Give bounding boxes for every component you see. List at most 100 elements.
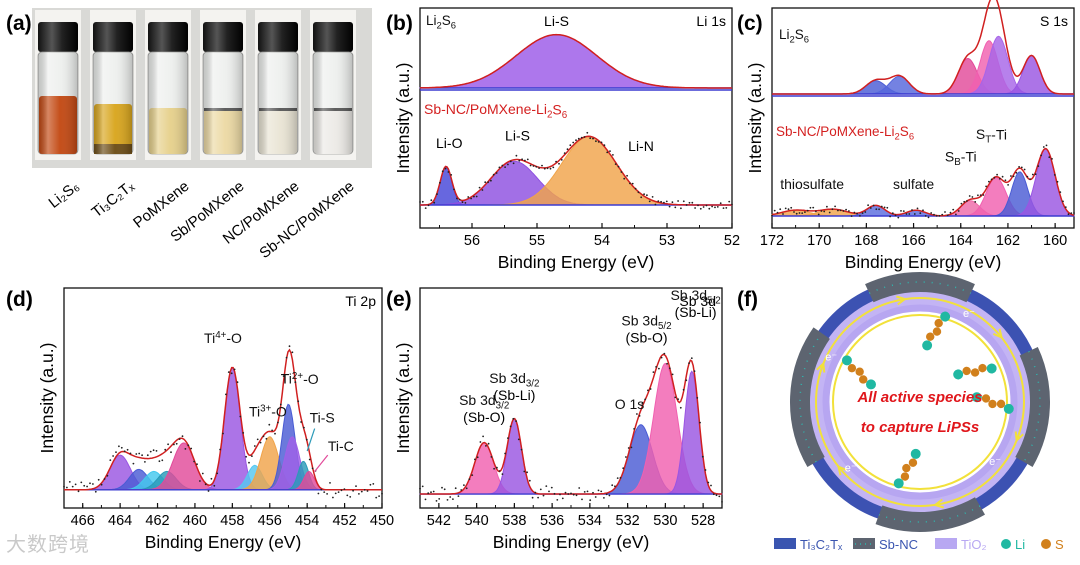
raw-data-point (589, 137, 592, 140)
li-atom (893, 478, 904, 489)
raw-data-point (999, 177, 1001, 180)
raw-data-point (688, 362, 690, 364)
lips-molecule (953, 363, 997, 380)
raw-data-point (716, 206, 719, 208)
raw-data-point (225, 393, 227, 396)
raw-data-point (274, 432, 276, 435)
s-atom (855, 367, 864, 376)
raw-data-point (657, 200, 660, 203)
plot-frame (419, 7, 733, 229)
x-tick-label: 160 (1043, 233, 1067, 249)
peak-label: Ti-S (310, 409, 335, 425)
plot-frame (63, 287, 383, 509)
raw-data-point (572, 493, 575, 496)
peak-label: SB-Ti (945, 148, 977, 168)
watermark: 大数跨境 (6, 532, 90, 556)
raw-data-point (265, 437, 268, 440)
fit-envelope (420, 33, 732, 89)
raw-data-point (539, 488, 542, 491)
raw-data-point (677, 398, 679, 401)
raw-data-point (227, 371, 230, 373)
s-atom (996, 399, 1006, 409)
raw-data-point (535, 165, 538, 168)
raw-data-point (880, 205, 883, 208)
x-tick-label: 530 (653, 513, 677, 529)
x-tick-label: 456 (258, 513, 282, 529)
li-atom (971, 392, 982, 403)
legend-label: S (1055, 537, 1064, 552)
li-atom (953, 369, 964, 380)
raw-data-point (219, 448, 222, 451)
raw-data-point (184, 448, 187, 450)
raw-data-point (509, 160, 512, 163)
raw-data-point (419, 201, 421, 203)
raw-data-point (654, 203, 657, 206)
s-atom (978, 363, 987, 373)
vial-photo (32, 8, 372, 168)
raw-data-point (809, 206, 812, 209)
raw-data-point (288, 345, 291, 348)
raw-data-point (435, 500, 438, 502)
peak-label: Sb 3d3/2 (489, 370, 539, 390)
raw-data-point (603, 497, 605, 499)
raw-data-point (718, 495, 721, 498)
x-tick-label: 534 (578, 513, 602, 529)
panel-a-letter: (a) (6, 12, 32, 35)
raw-data-point (1056, 180, 1059, 183)
raw-data-point (712, 493, 715, 496)
vial-shine (38, 52, 78, 154)
vial-cap (258, 22, 298, 52)
raw-data-point (916, 207, 919, 210)
raw-data-point (1020, 166, 1023, 169)
raw-data-point (68, 481, 71, 483)
vial-shine (148, 52, 188, 154)
raw-data-point (109, 459, 112, 461)
raw-data-point (677, 200, 679, 202)
raw-data-point (883, 206, 886, 209)
fitted-peak (419, 362, 723, 495)
raw-data-point (493, 467, 495, 470)
raw-data-point (660, 200, 662, 203)
raw-data-point (597, 489, 600, 492)
raw-data-point (526, 471, 528, 474)
raw-data-point (268, 423, 271, 426)
raw-data-point (251, 455, 253, 457)
raw-data-point (427, 492, 430, 495)
raw-data-point (708, 207, 711, 210)
raw-data-point (118, 445, 120, 448)
raw-data-point (441, 170, 444, 173)
raw-data-point (187, 444, 190, 447)
raw-data-point (908, 213, 911, 215)
raw-data-point (534, 491, 537, 494)
raw-data-point (204, 483, 207, 486)
raw-data-point (460, 489, 463, 491)
raw-data-point (605, 493, 608, 496)
sample-label: Li2S6 (426, 13, 456, 32)
raw-data-point (616, 477, 619, 479)
raw-data-point (305, 438, 308, 441)
raw-data-point (230, 372, 233, 375)
electron-arrow (992, 328, 1004, 340)
raw-data-point (845, 208, 847, 211)
vial (90, 10, 136, 160)
raw-data-point (549, 167, 552, 170)
raw-data-point (463, 484, 465, 486)
raw-data-point (801, 212, 804, 215)
raw-data-point (532, 165, 535, 167)
vial-cap (38, 22, 78, 52)
raw-data-point (135, 453, 138, 455)
peak-label: Ti-C (328, 438, 354, 454)
center-text-line2: to capture LiPSs (861, 419, 979, 436)
raw-data-point (520, 448, 523, 451)
raw-data-point (424, 207, 427, 210)
lips-molecules (841, 311, 1014, 489)
core-level-title: S 1s (1040, 13, 1068, 29)
li-atom (865, 379, 876, 390)
vial (310, 10, 356, 160)
x-axis-label: Binding Energy (eV) (493, 532, 650, 552)
raw-data-point (617, 165, 620, 168)
raw-data-point (570, 492, 572, 495)
raw-data-point (707, 481, 710, 484)
raw-data-point (259, 441, 262, 444)
